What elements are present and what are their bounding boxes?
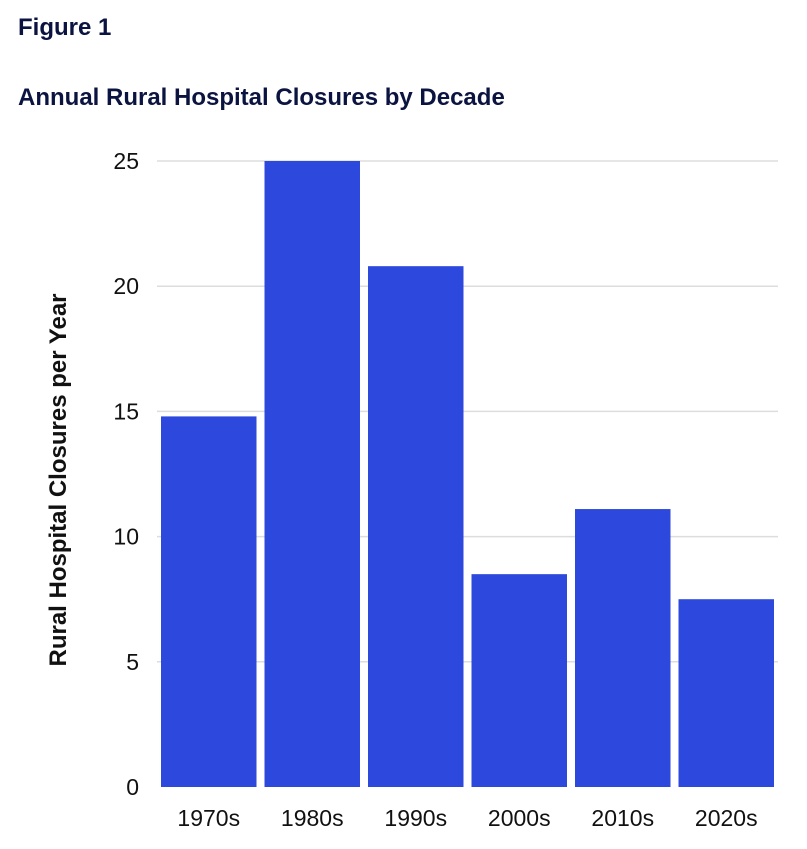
y-tick-label: 10 xyxy=(113,524,139,550)
chart-title: Annual Rural Hospital Closures by Decade xyxy=(18,84,505,111)
bar-2020s xyxy=(678,599,774,787)
bar-2000s xyxy=(471,574,567,787)
y-tick-label: 20 xyxy=(113,273,139,299)
y-axis-label: Rural Hospital Closures per Year xyxy=(45,293,72,666)
y-axis-ticks: 0 5 10 15 20 25 xyxy=(113,148,139,800)
x-tick-label: 2010s xyxy=(591,805,654,831)
bar-1970s xyxy=(161,416,257,787)
y-tick-label: 0 xyxy=(126,774,139,800)
bars xyxy=(161,161,774,788)
x-tick-label: 2000s xyxy=(488,805,551,831)
bar-1980s xyxy=(264,161,360,787)
figure-label: Figure 1 xyxy=(18,14,112,41)
x-tick-label: 1970s xyxy=(177,805,240,831)
gridlines xyxy=(157,160,778,663)
x-tick-label: 1990s xyxy=(384,805,447,831)
y-tick-label: 15 xyxy=(113,398,139,424)
bar-2010s xyxy=(575,509,671,787)
x-tick-label: 1980s xyxy=(281,805,344,831)
y-tick-label: 5 xyxy=(126,649,139,675)
x-tick-label: 2020s xyxy=(695,805,758,831)
x-axis-ticks: 1970s 1980s 1990s 2000s 2010s 2020s xyxy=(177,805,757,831)
bar-1990s xyxy=(368,266,464,788)
y-tick-label: 25 xyxy=(113,148,139,174)
